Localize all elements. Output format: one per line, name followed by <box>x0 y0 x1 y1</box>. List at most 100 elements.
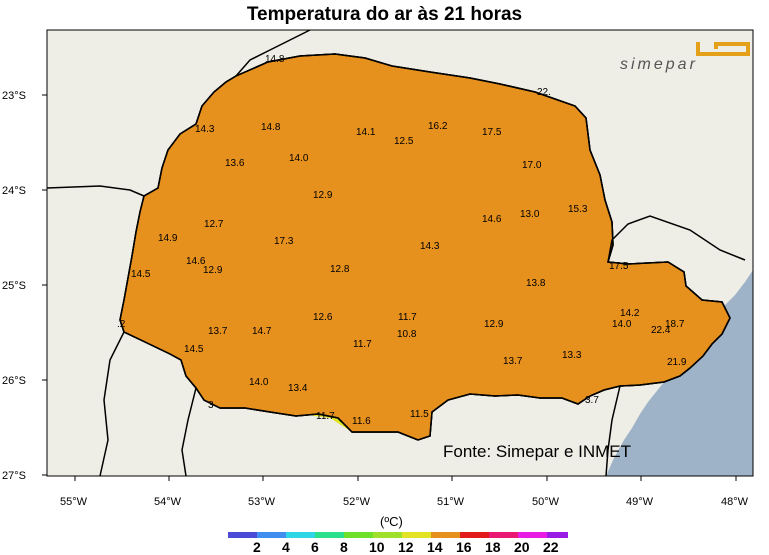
station-value: 22.4 <box>651 325 671 336</box>
border-sp-east <box>607 215 746 263</box>
simepar-logo: simepar <box>620 40 752 76</box>
station-value: 14.3 <box>195 124 215 135</box>
station-value: 17.0 <box>522 160 542 171</box>
map-title: Temperatura do ar às 21 horas <box>246 4 523 25</box>
border-argentina <box>99 331 125 477</box>
lat-label: 23°S <box>2 90 26 102</box>
station-value: 14.9 <box>158 233 178 244</box>
border-sc-west <box>181 387 197 477</box>
station-value: 13.0 <box>520 209 540 220</box>
station-value: 11.7 <box>398 312 417 323</box>
station-value: 17.3 <box>274 236 294 247</box>
legend-swatch <box>431 532 460 538</box>
station-value: 14.0 <box>289 153 309 164</box>
legend-swatch <box>257 532 286 538</box>
station-value: 14.0 <box>249 377 269 388</box>
legend-tick-label: 4 <box>282 539 290 555</box>
station-value: 14.5 <box>184 344 204 355</box>
station-value: 11.5 <box>410 409 429 420</box>
station-value: 12.6 <box>313 312 333 323</box>
station-value: 11.7 <box>316 411 335 422</box>
legend-ticks: 2 4 6 8 10 12 14 16 18 20 22 <box>253 539 559 555</box>
legend-swatch <box>518 532 547 538</box>
station-value: 14.8 <box>261 122 281 133</box>
station-value: 13.6 <box>225 158 245 169</box>
lat-label: 27°S <box>2 470 26 482</box>
station-value: 15.3 <box>568 204 588 215</box>
station-value: 3 <box>208 400 214 411</box>
source-credit: Fonte: Simepar e INMET <box>443 442 632 461</box>
legend-tick-label: 18 <box>485 539 501 555</box>
logo-text: simepar <box>620 56 698 73</box>
legend-tick-label: 20 <box>514 539 530 555</box>
station-value: 14.8 <box>265 54 285 65</box>
lon-label: 48°W <box>721 496 749 508</box>
lon-label: 50°W <box>532 496 560 508</box>
station-value: 10.8 <box>397 329 417 340</box>
lat-label: 26°S <box>2 375 26 387</box>
station-value: 13.3 <box>562 350 582 361</box>
legend-swatch <box>489 532 518 538</box>
station-value: 21.9 <box>667 357 687 368</box>
lon-label: 55°W <box>60 496 88 508</box>
legend-tick-label: 22 <box>543 539 559 555</box>
station-value: 17.5 <box>609 261 629 272</box>
station-value: 14.0 <box>612 319 632 330</box>
logo-mark <box>696 42 750 56</box>
station-value: 13.7 <box>503 356 523 367</box>
station-value: 22. <box>537 87 551 98</box>
border-ms-sp <box>235 29 311 77</box>
legend-tick-label: 6 <box>311 539 319 555</box>
lat-axis: 23°S 24°S 25°S 26°S 27°S <box>2 90 47 482</box>
border-sc-east <box>605 385 621 477</box>
legend-swatch <box>460 532 489 538</box>
border-paraguay <box>46 185 145 197</box>
lon-axis: 55°W 54°W 53°W 52°W 51°W 50°W 49°W 48°W <box>60 476 749 508</box>
legend-swatch <box>373 532 402 538</box>
station-value: 13.8 <box>526 278 546 289</box>
station-value: 12.7 <box>204 219 224 230</box>
station-value: 11.6 <box>352 416 371 427</box>
station-value: 17.5 <box>482 127 502 138</box>
station-value: 12.9 <box>203 265 223 276</box>
station-value: .2 <box>117 319 126 330</box>
station-value: 14.5 <box>131 269 151 280</box>
legend-swatch <box>228 532 257 538</box>
station-value: 12.8 <box>330 264 350 275</box>
lon-label: 51°W <box>437 496 465 508</box>
station-value: 11.7 <box>353 339 372 350</box>
station-value: 14.7 <box>252 326 272 337</box>
station-value: 18.7 <box>665 319 685 330</box>
station-value: 14.6 <box>186 256 206 267</box>
legend-swatch <box>402 532 431 538</box>
station-value: 13.7 <box>208 326 228 337</box>
legend-bar <box>228 532 568 538</box>
station-value: 14.1 <box>356 127 376 138</box>
lon-label: 52°W <box>343 496 371 508</box>
station-value: 14.6 <box>482 214 502 225</box>
color-legend: 2 4 6 8 10 12 14 16 18 20 22 <box>228 532 568 555</box>
legend-tick-label: 12 <box>398 539 414 555</box>
station-value: 3.7 <box>585 395 599 406</box>
station-value: 14.2 <box>620 308 640 319</box>
legend-swatch <box>286 532 315 538</box>
lat-label: 25°S <box>2 280 26 292</box>
legend-tick-label: 8 <box>340 539 348 555</box>
legend-tick-label: 10 <box>369 539 385 555</box>
station-value: 16.2 <box>428 121 448 132</box>
lon-label: 49°W <box>626 496 654 508</box>
station-value: 12.9 <box>313 190 333 201</box>
legend-swatch <box>547 532 568 538</box>
legend-tick-label: 16 <box>456 539 472 555</box>
map-frame <box>46 29 754 477</box>
legend-swatch <box>315 532 344 538</box>
legend-swatch <box>344 532 373 538</box>
lat-label: 24°S <box>2 185 26 197</box>
station-value: 13.4 <box>288 383 308 394</box>
lon-label: 54°W <box>154 496 182 508</box>
station-value: 12.9 <box>484 319 504 330</box>
station-value: 12.5 <box>394 136 414 147</box>
station-value: 14.3 <box>420 241 440 252</box>
parana-border <box>119 53 731 441</box>
